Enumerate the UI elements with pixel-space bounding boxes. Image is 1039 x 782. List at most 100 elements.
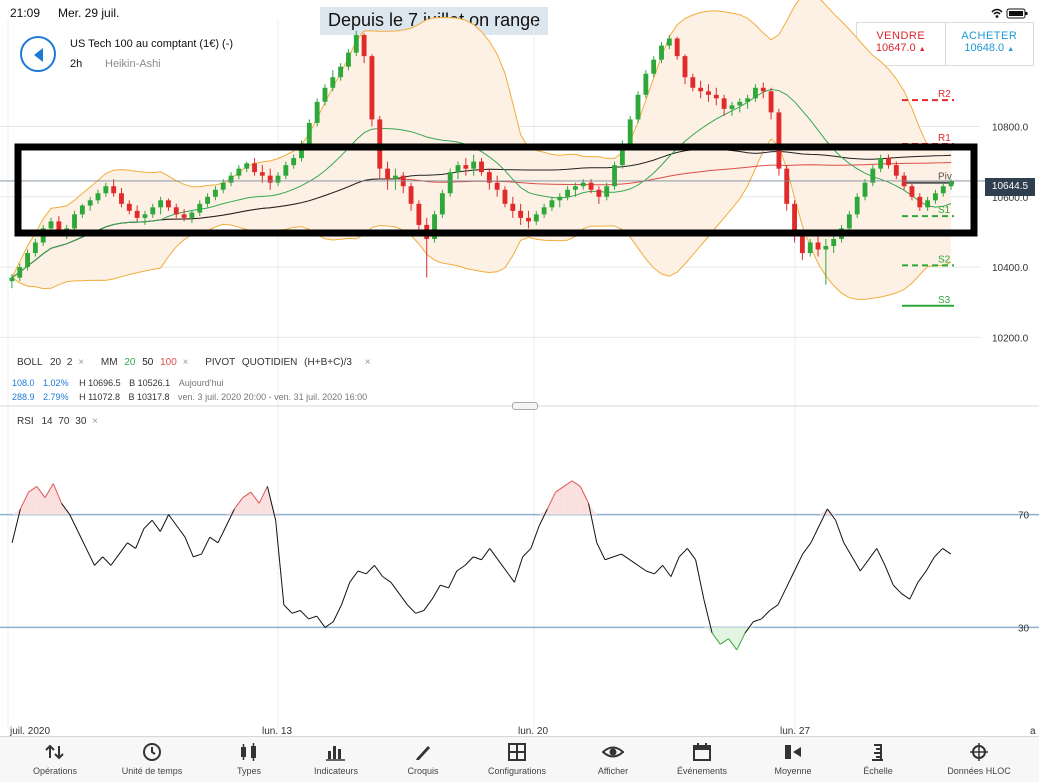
status-date: Mer. 29 juil. (58, 6, 120, 20)
pivot-label[interactable]: PIVOT (205, 357, 236, 368)
toolbar-label: Échelle (863, 766, 893, 776)
rsi-oversold-fill (720, 627, 729, 645)
boll-label[interactable]: BOLL (17, 357, 43, 368)
candle-body (752, 87, 758, 99)
candle-body (846, 214, 852, 229)
rsi-segment (423, 598, 433, 611)
candle-body (807, 242, 813, 254)
rsi-segment (802, 542, 812, 555)
toolbar-button-target[interactable]: Données HLOC (929, 741, 1029, 776)
rsi-segment (250, 491, 260, 504)
candle-body (502, 189, 508, 204)
sell-button[interactable]: VENDRE 10647.0 ▲ (857, 23, 945, 65)
candle-body (244, 163, 250, 169)
rsi-segment (69, 514, 79, 532)
candle-body (823, 246, 829, 250)
toolbar-button-eye[interactable]: Afficher (563, 741, 663, 776)
panel-resize-handle[interactable] (512, 402, 538, 410)
buy-button[interactable]: ACHETER 10648.0 ▲ (944, 23, 1034, 65)
candle-body (886, 158, 891, 166)
rsi-segment (489, 548, 499, 561)
candle-body (392, 175, 398, 180)
stats-high: H 10696.5 (79, 378, 121, 388)
back-button[interactable] (20, 36, 56, 72)
candle-body (252, 163, 257, 173)
rsi-segment (579, 486, 590, 504)
rsi-segment (85, 548, 95, 566)
rsi-segment (654, 565, 664, 575)
toolbar-button-average[interactable]: Moyenne (743, 741, 843, 776)
rsi-segment (868, 548, 878, 561)
remove-pivot-icon[interactable]: × (364, 357, 371, 368)
candle-body (275, 175, 281, 183)
price-tick-label: 10600.0 (992, 193, 1029, 204)
candle-body (471, 161, 477, 169)
eye-icon (563, 741, 663, 763)
toolbar-label: Indicateurs (313, 766, 359, 776)
rsi-segment (555, 485, 565, 493)
candle-body (706, 91, 711, 95)
candle-body (25, 253, 30, 268)
rsi-segment (365, 565, 375, 575)
stats-change: 288.9 (12, 392, 35, 402)
remove-boll-icon[interactable]: × (78, 357, 85, 368)
candle-body (322, 87, 328, 102)
rsi-segment (522, 548, 532, 558)
rsi-segment (52, 483, 62, 504)
candle-body (486, 172, 492, 183)
candles-icon (199, 741, 299, 763)
candle-body (627, 119, 633, 145)
rsi-segment (670, 556, 680, 577)
price-chart[interactable]: 10800.0 10600.0 10400.0 10200.0 R2 R1 Piv S1 S2 S… (0, 0, 1039, 736)
rsi-segment (258, 486, 268, 504)
rsi-segment (843, 542, 853, 558)
rsi-segment (785, 570, 795, 589)
rsi-segment (563, 480, 573, 487)
candle-body (651, 59, 657, 74)
rsi-segment (415, 610, 425, 614)
boll-param-2: 2 (66, 357, 73, 368)
bars-icon (286, 741, 386, 763)
toolbar-button-layout[interactable]: Configurations (467, 741, 567, 776)
rsi-segment (695, 559, 705, 600)
sell-label: VENDRE (876, 30, 926, 42)
stats-period: Aujourd'hui (178, 378, 224, 388)
mm-label[interactable]: MM (100, 357, 118, 368)
candle-body (416, 203, 422, 225)
rsi-segment (818, 508, 828, 527)
timeframe-label[interactable]: 2h (70, 58, 83, 70)
candle-body (447, 172, 453, 194)
rsi-segment (28, 485, 38, 493)
candle-body (799, 235, 805, 254)
remove-mm-icon[interactable]: × (182, 357, 189, 368)
toolbar-button-scale[interactable]: Échelle (828, 741, 928, 776)
remove-rsi-icon[interactable]: × (92, 416, 99, 427)
rsi-segment (513, 556, 524, 583)
toolbar-button-candles[interactable]: Types (199, 741, 299, 776)
toolbar-button-bars[interactable]: Indicateurs (286, 741, 386, 776)
rsi-overbought-fill (547, 492, 556, 515)
candle-body (212, 189, 218, 197)
candle-body (142, 214, 148, 218)
candle-body (72, 214, 77, 229)
rsi-segment (505, 570, 515, 583)
mm20-line (11, 88, 952, 279)
candle-body (291, 158, 297, 166)
candle-body (197, 203, 203, 213)
candle-body (557, 196, 563, 201)
x-tick-label: juil. 2020 (9, 726, 50, 736)
toolbar-button-pencil[interactable]: Croquis (373, 741, 473, 776)
chart-type-label[interactable]: Heikin-Ashi (105, 58, 161, 70)
toolbar-button-calendar[interactable]: Événements (652, 741, 752, 776)
candle-body (612, 165, 617, 187)
rsi-label[interactable]: RSI (17, 416, 34, 427)
rsi-segment (629, 559, 639, 566)
x-tick-label: a (1030, 726, 1036, 736)
toolbar-button-clock[interactable]: Unité de temps (102, 741, 202, 776)
rsi-segment (744, 621, 754, 634)
toolbar-button-operations[interactable]: Opérations (5, 741, 105, 776)
candle-body (948, 180, 954, 187)
x-tick-label: lun. 20 (518, 726, 548, 736)
candle-body (369, 56, 375, 120)
candle-body (572, 186, 578, 190)
